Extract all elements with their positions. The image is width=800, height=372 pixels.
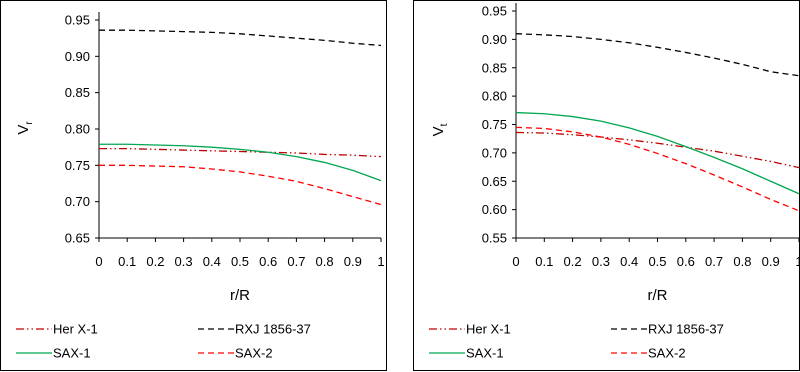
y-tick-label: 0.90 — [65, 49, 90, 64]
x-axis-title: r/R — [230, 287, 250, 304]
series-line-sax-1 — [515, 111, 800, 195]
y-tick-label: 0.75 — [65, 158, 90, 173]
panel-border — [0, 0, 387, 371]
x-tick-label: 0.4 — [203, 254, 221, 269]
legend-label: Her X-1 — [466, 322, 511, 337]
x-tick-label: 0.1 — [118, 254, 136, 269]
y-tick-label: 0.55 — [482, 231, 507, 246]
y-tick-label: 0.70 — [65, 194, 90, 209]
x-tick-label: 0.9 — [344, 254, 362, 269]
legend-label: RXJ 1856-37 — [648, 322, 724, 337]
x-tick-label: 0.5 — [648, 254, 666, 269]
y-tick-label: 0.85 — [482, 60, 507, 75]
legend-label: SAX-1 — [466, 346, 504, 361]
x-tick-label: 0.7 — [705, 254, 723, 269]
y-axis-title: Vt — [430, 123, 450, 136]
y-tick-label: 0.75 — [482, 117, 507, 132]
series-line-sax-2 — [99, 164, 382, 206]
y-tick-label: 0.65 — [482, 174, 507, 189]
y-tick-label: 0.65 — [65, 231, 90, 246]
x-tick-label: 0.1 — [535, 254, 553, 269]
legend-label: RXJ 1856-37 — [235, 322, 311, 337]
series-line-rxj-1856-37 — [99, 29, 382, 47]
x-tick-label: 0 — [95, 254, 102, 269]
y-tick-label: 0.85 — [65, 85, 90, 100]
y-tick-label: 0.90 — [482, 32, 507, 47]
y-tick-label: 0.95 — [65, 13, 90, 28]
x-tick-label: 0.6 — [259, 254, 277, 269]
x-tick-label: 1 — [377, 254, 384, 269]
x-tick-label: 0.8 — [733, 254, 751, 269]
x-axis-title: r/R — [648, 287, 668, 304]
x-tick-label: 0.2 — [146, 254, 164, 269]
chart-vt: 0.55 0.60 0.65 0.70 0.75 0.80 0.85 0.90 0.95 0 0.1… — [413, 0, 800, 371]
x-tick-label: 0.4 — [620, 254, 638, 269]
x-tick-label: 0.2 — [564, 254, 582, 269]
chart-panel-vt: 0.55 0.60 0.65 0.70 0.75 0.80 0.85 0.90 0.95 0 0.1… — [413, 0, 800, 371]
legend-label: Her X-1 — [53, 322, 98, 337]
x-tick-label: 0.5 — [231, 254, 249, 269]
series-line-her-x-1 — [515, 131, 800, 169]
y-tick-label: 0.95 — [482, 4, 507, 19]
series-line-rxj-1856-37 — [515, 33, 800, 77]
x-tick-label: 0 — [512, 254, 519, 269]
x-tick-label: 0.3 — [175, 254, 193, 269]
series-line-her-x-1 — [99, 147, 382, 158]
legend-label: SAX-1 — [53, 346, 91, 361]
y-tick-label: 0.80 — [482, 89, 507, 104]
x-tick-label: 0.6 — [677, 254, 695, 269]
chart-panel-vr: 0.65 0.70 0.75 0.80 0.85 0.90 0.95 0 0.1 0.2 0.3 0.… — [0, 0, 387, 371]
y-tick-label: 0.60 — [482, 202, 507, 217]
panel-border — [413, 0, 800, 371]
y-tick-label: 0.70 — [482, 145, 507, 160]
x-tick-label: 0.3 — [592, 254, 610, 269]
x-tick-label: 1 — [795, 254, 800, 269]
legend-label: SAX-2 — [235, 346, 273, 361]
chart-vr: 0.65 0.70 0.75 0.80 0.85 0.90 0.95 0 0.1 0.2 0.3 0.… — [0, 0, 387, 371]
x-tick-label: 0.8 — [316, 254, 334, 269]
x-tick-label: 0.7 — [287, 254, 305, 269]
x-tick-label: 0.9 — [762, 254, 780, 269]
y-tick-label: 0.80 — [65, 122, 90, 137]
series-line-sax-1 — [99, 143, 382, 182]
legend-label: SAX-2 — [648, 346, 686, 361]
y-axis-title: Vr — [15, 121, 35, 135]
series-line-sax-2 — [515, 126, 800, 212]
